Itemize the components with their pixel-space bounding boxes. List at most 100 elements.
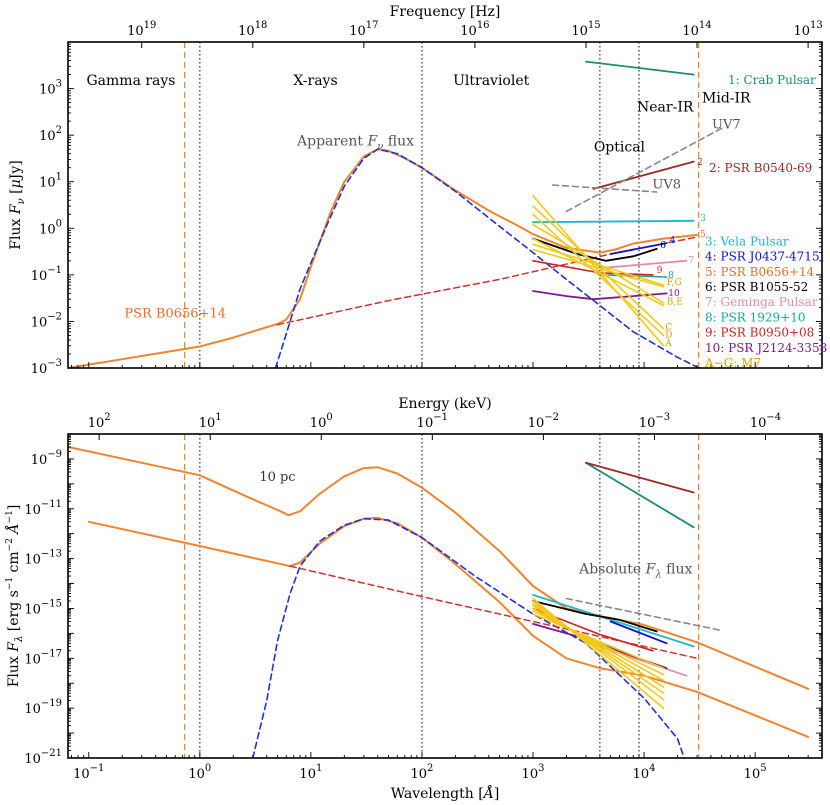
series-m7-b bbox=[532, 223, 665, 304]
series-power-law-extension bbox=[289, 565, 698, 660]
legend-entry: 1: Crab Pulsar bbox=[728, 73, 816, 87]
series-6-psr-b1055-52 bbox=[532, 237, 658, 262]
annotation: UV8 bbox=[652, 177, 681, 192]
band-label: Optical bbox=[594, 139, 646, 155]
y-tick-label: 10−19 bbox=[24, 698, 62, 717]
series-m7-g bbox=[532, 613, 665, 669]
y-tick-label: 10−15 bbox=[24, 598, 62, 617]
y-tick-label: 10−11 bbox=[24, 499, 62, 518]
series-blackbody-tail bbox=[252, 517, 685, 758]
top-tick-label: 10−3 bbox=[639, 412, 670, 431]
series-number-label: B,E bbox=[667, 298, 683, 308]
series-2-psr-b0540-69 bbox=[585, 461, 695, 494]
top-tick-label: 10−2 bbox=[528, 412, 559, 431]
legend-entry: 3: Vela Pulsar bbox=[705, 234, 789, 248]
series-3-vela-pulsar bbox=[532, 219, 695, 224]
series-7-geminga-pulsar bbox=[599, 259, 688, 269]
series-blackbody-tail bbox=[274, 148, 701, 368]
series-uv7 bbox=[565, 597, 723, 632]
top-tick-label: 101 bbox=[199, 412, 222, 431]
series-number-label: 7 bbox=[688, 256, 694, 266]
top-tick-label: 1016 bbox=[460, 20, 489, 39]
plot-area bbox=[68, 42, 723, 368]
apparent-flux-label: Apparent Fν flux bbox=[296, 133, 414, 152]
top-axis-title: Energy (keV) bbox=[398, 396, 491, 412]
y-tick-label: 10−21 bbox=[24, 748, 62, 767]
series-number-label: 4 bbox=[670, 236, 676, 246]
series-number-label: 3 bbox=[700, 214, 706, 224]
legend-entry: 2: PSR B0540-69 bbox=[709, 161, 812, 175]
y-axis-label: Flux Fλ [erg s−1 cm−2 Å−1] bbox=[4, 505, 25, 688]
series-number-label: 8 bbox=[668, 271, 674, 281]
band-label: Mid-IR bbox=[702, 91, 751, 107]
top-tick-label: 1013 bbox=[793, 20, 822, 39]
axes-frame bbox=[67, 41, 823, 369]
top-tick-label: 1017 bbox=[349, 20, 378, 39]
series-m7-d bbox=[532, 604, 665, 688]
annotation: PSR B0656+14 bbox=[124, 307, 226, 322]
x-axis-label: Wavelength [Å] bbox=[391, 784, 500, 802]
y-tick-label: 10−9 bbox=[31, 449, 62, 468]
y-tick-label: 103 bbox=[39, 79, 62, 98]
series-m7-a bbox=[532, 194, 665, 347]
legend-entry: A−G: M7 bbox=[704, 356, 761, 370]
series-uv8 bbox=[551, 184, 658, 193]
series-10-pc-model bbox=[68, 446, 810, 690]
series-number-label: 10 bbox=[668, 289, 680, 299]
band-label: Ultraviolet bbox=[453, 73, 530, 89]
band-label: X-rays bbox=[293, 73, 337, 89]
y-tick-label: 10−13 bbox=[24, 549, 62, 568]
top-tick-label: 1018 bbox=[238, 20, 267, 39]
legend-entry: 9: PSR B0950+08 bbox=[705, 326, 814, 340]
series-m7-c bbox=[532, 205, 665, 330]
band-label: Near-IR bbox=[637, 100, 694, 116]
top-axis-title: Frequency [Hz] bbox=[390, 4, 501, 20]
x-tick-label: 102 bbox=[410, 763, 433, 782]
plot-area bbox=[68, 434, 810, 758]
series-m7-f bbox=[532, 243, 665, 286]
series-3-vela-pulsar bbox=[532, 594, 695, 648]
y-tick-label: 102 bbox=[39, 125, 62, 144]
top-tick-label: 102 bbox=[88, 412, 111, 431]
annotation: UV7 bbox=[712, 117, 741, 132]
series-m7-e bbox=[532, 607, 665, 682]
x-tick-label: 103 bbox=[522, 763, 545, 782]
legend-entry: 8: PSR 1929+10 bbox=[705, 310, 806, 324]
series-m7-g bbox=[532, 248, 665, 288]
series-number-label: 6 bbox=[660, 241, 666, 251]
y-axis-label: Flux Fν [μJy] bbox=[8, 160, 27, 249]
top-panel: 1019 1018 1017 1016 1015 1014 101310−310−210−1… bbox=[8, 4, 827, 377]
legend-entry: 5: PSR B0656+14 bbox=[705, 265, 815, 279]
series-number-label: 9 bbox=[657, 266, 663, 276]
series-4-psr-j0437-4715 bbox=[609, 242, 668, 255]
series-1-crab-pulsar bbox=[585, 461, 695, 529]
bottom-panel: 102 101 100 10−1 10−2 10−3 10−4 10−21 10−19 10−17… bbox=[4, 396, 823, 802]
top-tick-label: 10−4 bbox=[750, 412, 781, 431]
top-tick-label: 1015 bbox=[571, 20, 600, 39]
top-tick-label: 1014 bbox=[682, 20, 711, 39]
series-6-psr-b1055-52 bbox=[532, 600, 658, 633]
series-psr-b0656-14-model bbox=[68, 148, 699, 368]
legend-entry: 7: Geminga Pulsar bbox=[705, 295, 818, 309]
top-tick-label: 10−1 bbox=[417, 412, 448, 431]
series-number-label: F,G bbox=[667, 278, 682, 288]
band-label: Gamma rays bbox=[86, 73, 175, 89]
series-m7-e bbox=[532, 237, 665, 307]
y-tick-label: 10−2 bbox=[31, 311, 62, 330]
series-number-label: D bbox=[665, 331, 672, 341]
series-uv7 bbox=[565, 127, 723, 213]
axes-frame bbox=[67, 433, 823, 759]
series-m7-f bbox=[532, 610, 665, 676]
x-tick-label: 101 bbox=[299, 763, 322, 782]
y-tick-label: 101 bbox=[39, 172, 62, 191]
absolute-flux-label: Absolute Fλ flux bbox=[578, 562, 692, 581]
legend-entry: 10: PSR J2124-3358 bbox=[705, 341, 827, 355]
y-tick-label: 100 bbox=[39, 218, 62, 237]
series-number-label: 2 bbox=[697, 158, 703, 168]
top-tick-label: 100 bbox=[310, 412, 333, 431]
legend-entry: 4: PSR J0437-4715 bbox=[705, 250, 820, 264]
series-apparent-model bbox=[87, 516, 810, 738]
series-1-crab-pulsar bbox=[585, 60, 695, 76]
series-4-psr-j0437-4715 bbox=[609, 620, 668, 645]
